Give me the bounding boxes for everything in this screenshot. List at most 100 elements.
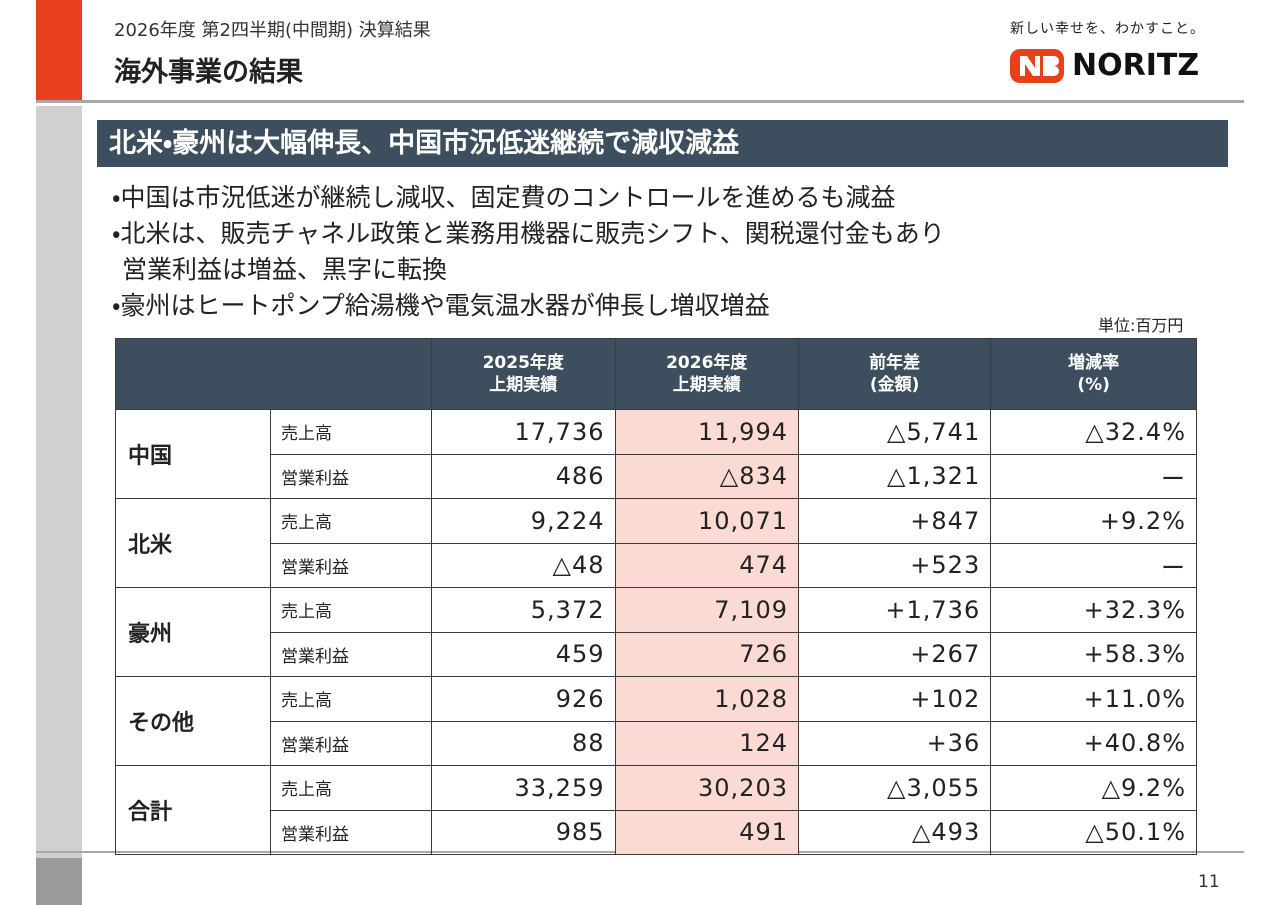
column-header: 2025年度 上期実績	[431, 338, 616, 410]
column-header-line: 上期実績	[489, 375, 558, 395]
column-header-line: (金額)	[869, 375, 920, 395]
subtitle: 2026年度 第2四半期(中間期) 決算結果	[114, 20, 431, 41]
bullet: 営業利益は増益、黒字に転換	[122, 255, 448, 284]
value-cell: 926	[431, 676, 616, 722]
value-cell: △48	[431, 542, 616, 588]
table-row: 中国 売上高 17,736 11,994 △5,741 △32.4%	[115, 409, 1197, 499]
column-header: 前年差 (金額)	[797, 338, 992, 410]
side-strip-bottom	[36, 858, 82, 905]
value-cell: +32.3%	[990, 587, 1197, 633]
bullet: ・北米は、販売チャネル政策と業務用機器に販売シフト、関税還付金もあり	[112, 219, 945, 248]
value-cell: △493	[797, 809, 992, 855]
banner: 北米・豪州は大幅伸長、中国市況低迷継続で減収減益	[97, 120, 1228, 167]
title: 海外事業の結果	[114, 57, 303, 88]
value-cell: △32.4%	[990, 409, 1197, 455]
accent-block	[36, 0, 82, 100]
region-cell: 中国	[115, 409, 271, 499]
value-cell: +102	[797, 676, 992, 722]
value-cell: △3,055	[797, 765, 992, 811]
value-cell: 491	[614, 809, 799, 855]
column-header: 2026年度 上期実績	[614, 338, 799, 410]
item-cell: 売上高	[270, 409, 432, 455]
item-cell: 売上高	[270, 498, 432, 544]
header-row: 2025年度 上期実績 2026年度 上期実績 前年差 (金額) 増減率 (%)	[115, 338, 1197, 410]
divider	[36, 100, 1244, 103]
side-strip	[36, 106, 82, 858]
table-row: 北米 売上高 9,224 10,071 +847 +9.2%	[115, 498, 1197, 588]
item-cell: 営業利益	[270, 542, 432, 588]
value-cell: +523	[797, 542, 992, 588]
value-cell: △50.1%	[990, 809, 1197, 855]
column-header-line: 上期実績	[672, 375, 741, 395]
item-cell: 売上高	[270, 765, 432, 811]
table-row: 営業利益 985 491 △493 △50.1%	[116, 809, 1197, 855]
value-cell: +36	[797, 720, 992, 766]
value-cell: 5,372	[431, 587, 616, 633]
value-cell: 11,994	[614, 409, 799, 455]
value-cell: +267	[797, 631, 992, 677]
value-cell: △5,741	[797, 409, 992, 455]
table-row: 豪州 売上高 5,372 7,109 +1,736 +32.3%	[115, 587, 1197, 677]
bullet-list: ・中国は市況低迷が継続し減収、固定費のコントロールを進めるも減益・北米は、販売チ…	[112, 180, 945, 324]
item-cell: 営業利益	[270, 631, 432, 677]
value-cell: 10,071	[614, 498, 799, 544]
results-table: 2025年度 上期実績 2026年度 上期実績 前年差 (金額) 増減率 (%) 中国 売上高 17…	[115, 338, 1197, 855]
logo-icon	[1010, 48, 1064, 83]
value-cell: △834	[614, 453, 799, 499]
value-cell: 17,736	[431, 409, 616, 455]
item-cell: 営業利益	[270, 720, 432, 766]
value-cell: +9.2%	[990, 498, 1197, 544]
value-cell: 459	[431, 631, 616, 677]
value-cell: +847	[797, 498, 992, 544]
value-cell: 486	[431, 453, 616, 499]
table-row: 合計 売上高 33,259 30,203 △3,055 △9.2%	[115, 765, 1197, 855]
table-row: 営業利益 88 124 +36 +40.8%	[116, 720, 1197, 766]
value-cell: 726	[614, 631, 799, 677]
header-cell	[115, 338, 432, 410]
logo-tagline: 新しい幸せを、わかすこと。	[1010, 21, 1205, 37]
value-cell: 124	[614, 720, 799, 766]
item-cell: 営業利益	[270, 809, 432, 855]
column-header-line: 前年差	[869, 353, 921, 373]
value-cell: 30,203	[614, 765, 799, 811]
value-cell: ー	[990, 453, 1197, 499]
logo-name: NORITZ	[1072, 48, 1200, 83]
table-row: 営業利益 △48 474 +523 ー	[116, 542, 1197, 588]
table-row: 営業利益 486 △834 △1,321 ー	[116, 453, 1197, 499]
value-cell: +58.3%	[990, 631, 1197, 677]
region-cell: 合計	[115, 765, 271, 855]
item-cell: 売上高	[270, 676, 432, 722]
table-row: 営業利益 459 726 +267 +58.3%	[116, 631, 1197, 677]
column-header-line: (%)	[1077, 375, 1110, 395]
region-cell: 豪州	[115, 587, 271, 677]
value-cell: △1,321	[797, 453, 992, 499]
value-cell: 9,224	[431, 498, 616, 544]
logo: NORITZ	[1010, 48, 1199, 83]
value-cell: 33,259	[431, 765, 616, 811]
item-cell: 営業利益	[270, 453, 432, 499]
value-cell: 88	[431, 720, 616, 766]
value-cell: 474	[614, 542, 799, 588]
value-cell: +11.0%	[990, 676, 1197, 722]
unit-label: 単位:百万円	[1098, 316, 1184, 335]
value-cell: △9.2%	[990, 765, 1197, 811]
value-cell: +1,736	[797, 587, 992, 633]
item-cell: 売上高	[270, 587, 432, 633]
value-cell: 985	[431, 809, 616, 855]
table-row: その他 売上高 926 1,028 +102 +11.0%	[115, 676, 1197, 766]
region-cell: その他	[115, 676, 271, 766]
bullet: ・豪州はヒートポンプ給湯機や電気温水器が伸長し増収増益	[112, 291, 770, 320]
region-cell: 北米	[115, 498, 271, 588]
column-header-line: 2025年度	[482, 353, 564, 373]
bullet: ・中国は市況低迷が継続し減収、固定費のコントロールを進めるも減益	[112, 183, 896, 212]
value-cell: +40.8%	[990, 720, 1197, 766]
column-header-line: 2026年度	[666, 353, 748, 373]
value-cell: 1,028	[614, 676, 799, 722]
value-cell: 7,109	[614, 587, 799, 633]
page-number: 11	[1198, 872, 1220, 892]
column-header-line: 増減率	[1068, 353, 1120, 373]
column-header: 増減率 (%)	[990, 338, 1197, 410]
value-cell: ー	[990, 542, 1197, 588]
